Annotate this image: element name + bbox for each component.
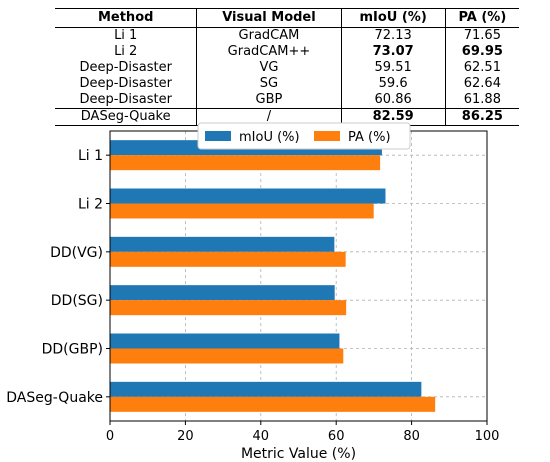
- results-table: Method Visual Model mIoU (%) PA (%) Li 1…: [55, 8, 519, 126]
- x-axis-label: Metric Value (%): [241, 446, 356, 462]
- cell-miou: 60.86: [341, 92, 446, 109]
- bar-miou: [110, 285, 335, 301]
- x-tick-label: 0: [106, 429, 114, 444]
- legend-swatch: [314, 131, 340, 141]
- table-row: Li 1 GradCAM 72.13 71.65: [55, 27, 519, 44]
- bar-miou: [110, 333, 340, 349]
- cell-visual-model: GradCAM: [196, 27, 342, 44]
- header-visual-model: Visual Model: [196, 8, 342, 28]
- y-tick-label: Li 2: [78, 197, 103, 213]
- cell-miou: 82.59: [341, 108, 446, 126]
- bar-pa: [110, 155, 381, 171]
- cell-visual-model: VG: [196, 60, 342, 76]
- y-tick-label: Li 1: [78, 148, 103, 164]
- legend-swatch: [205, 131, 231, 141]
- table-row: Deep-Disaster SG 59.6 62.64: [55, 76, 519, 92]
- y-tick-label: DD(SG): [51, 293, 103, 309]
- cell-method: DASeg-Quake: [55, 108, 198, 126]
- table-row: Li 2 GradCAM++ 73.07 69.95: [55, 44, 519, 60]
- x-tick-label: 60: [328, 429, 345, 444]
- cell-miou: 59.51: [341, 60, 446, 76]
- cell-method: Deep-Disaster: [55, 76, 198, 92]
- y-tick-label: DD(GBP): [42, 342, 103, 358]
- header-pa: PA (%): [445, 8, 519, 28]
- cell-visual-model: GradCAM++: [196, 44, 342, 60]
- legend-label: PA (%): [348, 130, 391, 145]
- x-tick-label: 100: [475, 429, 500, 444]
- y-tick-label: DASeg-Quake: [6, 390, 103, 406]
- bar-pa: [110, 300, 347, 316]
- cell-miou: 59.6: [341, 76, 446, 92]
- bar-pa: [110, 348, 344, 364]
- table-row: Deep-Disaster GBP 60.86 61.88: [55, 92, 519, 109]
- table-row: Deep-Disaster VG 59.51 62.51: [55, 60, 519, 76]
- cell-pa: 62.51: [463, 60, 501, 75]
- cell-method: Li 2: [55, 44, 198, 60]
- cell-miou: 72.13: [341, 27, 446, 44]
- bar-pa: [110, 251, 346, 267]
- cell-method: Deep-Disaster: [55, 92, 198, 109]
- cell-pa: 71.65: [463, 28, 501, 43]
- header-miou: mIoU (%): [341, 8, 446, 28]
- cell-visual-model: SG: [196, 76, 342, 92]
- y-tick-label: DD(VG): [50, 245, 103, 261]
- cell-miou: 73.07: [341, 44, 446, 60]
- cell-method: Deep-Disaster: [55, 60, 198, 76]
- bar-miou: [110, 188, 386, 204]
- x-tick-label: 20: [177, 429, 194, 444]
- plot-frame: [109, 130, 488, 422]
- cell-visual-model: GBP: [196, 92, 342, 109]
- cell-method: Li 1: [55, 27, 198, 44]
- x-tick-label: 40: [253, 429, 270, 444]
- bar-miou: [110, 236, 335, 252]
- table-header-row: Method Visual Model mIoU (%) PA (%): [55, 8, 519, 28]
- cell-pa: 62.64: [463, 76, 501, 91]
- x-tick-label: 80: [403, 429, 420, 444]
- cell-pa: 61.88: [463, 92, 501, 107]
- table-row: DASeg-Quake / 82.59 86.25: [55, 108, 519, 126]
- legend-box: [197, 122, 411, 150]
- header-method: Method: [55, 8, 198, 28]
- legend-label: mIoU (%): [239, 130, 300, 145]
- bar-pa: [110, 396, 436, 412]
- cell-pa: 86.25: [445, 108, 519, 126]
- bar-miou: [110, 381, 422, 397]
- cell-pa: 69.95: [461, 44, 503, 59]
- bar-pa: [110, 203, 374, 219]
